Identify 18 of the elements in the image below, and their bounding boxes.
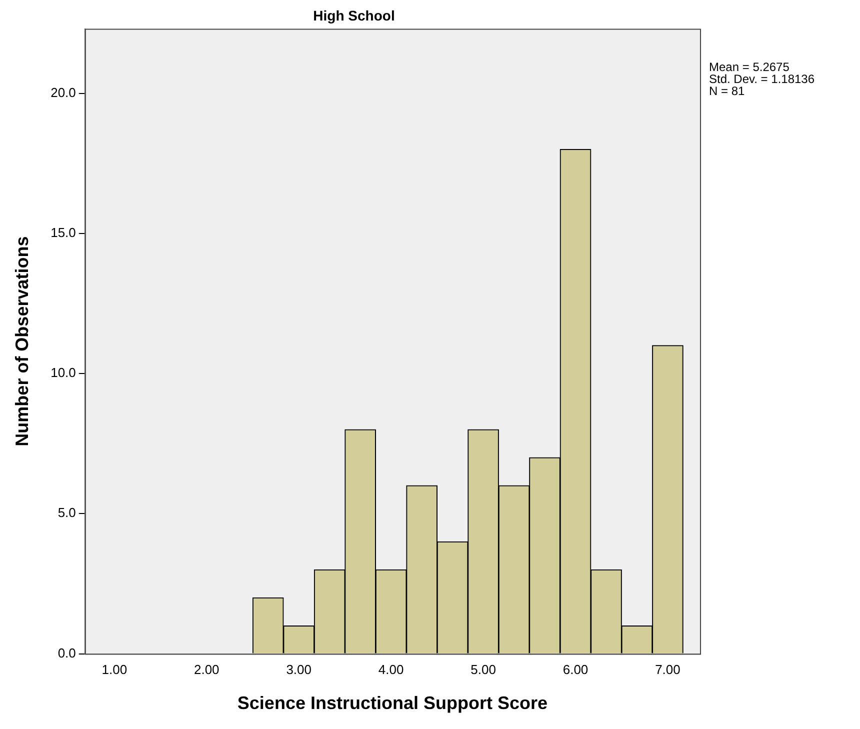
x-tick-label: 6.00 [562,662,588,678]
x-tick-label: 1.00 [102,662,128,678]
x-axis-title: Science Instructional Support Score [237,693,548,714]
x-tick-label: 7.00 [655,662,680,678]
x-tick-label: 4.00 [378,662,404,678]
y-tick-label: 10.0 [50,365,76,380]
chart-title: High School [313,7,395,24]
text: Mean = 5.2675 [709,60,790,74]
x-tick-label: 3.00 [286,662,312,678]
y-tick-label: 20.0 [50,84,76,100]
x-tick-label: 2.00 [194,662,220,678]
text: N = 81 [709,84,746,98]
y-axis-title: Number of Observations [12,236,32,446]
x-tick-label: 5.00 [470,662,496,678]
y-tick-label: 0.0 [58,645,76,660]
y-tick-label: 5.0 [58,505,76,520]
y-tick-label: 15.0 [50,224,76,240]
text: Std. Dev. = 1.18136 [709,72,815,86]
